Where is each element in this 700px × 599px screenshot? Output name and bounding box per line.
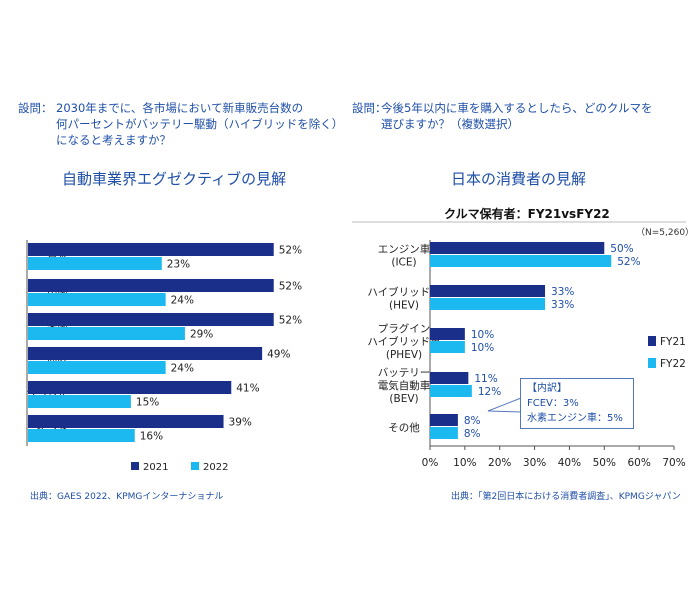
data-label: 33%: [551, 286, 574, 298]
left-chart-title: 自動車業界エグゼクティブの見解: [62, 170, 287, 188]
left-source: 出典：GAES 2022、KPMGインターナショナル: [30, 492, 224, 502]
left-question-line: 2030年までに、各市場において新車販売台数の: [56, 101, 304, 115]
bar-2022: [28, 395, 131, 408]
x-tick-label: 70%: [662, 457, 685, 469]
bar-FY22: [430, 255, 612, 267]
callout-line: 水素エンジン車：5%: [527, 413, 623, 424]
data-label: 15%: [136, 397, 159, 409]
data-label: 41%: [236, 383, 259, 395]
legend-swatch-2022: [191, 462, 199, 470]
bar-2022: [28, 327, 185, 340]
right-source: 出典：「第2回日本における消費者調査」、KPMGジャパン: [451, 492, 681, 502]
callout-line: FCEV：3%: [527, 398, 579, 409]
bar-2022: [28, 257, 162, 270]
x-tick-label: 10%: [453, 457, 476, 469]
legend-swatch-FY21: [648, 336, 656, 346]
bar-2021: [28, 243, 274, 256]
category-label: エンジン車: [378, 243, 431, 256]
data-label: 24%: [171, 363, 194, 375]
bar-FY21: [430, 285, 546, 297]
x-tick-label: 0%: [422, 457, 439, 469]
callout-line: 【内訳】: [527, 383, 567, 394]
legend-swatch-2021: [131, 462, 139, 470]
left-question-line: になると考えますか？: [56, 133, 171, 147]
bar-2021: [28, 415, 224, 428]
x-tick-label: 20%: [488, 457, 511, 469]
legend-label: 2022: [203, 462, 228, 473]
right-question-line: 選びますか？（複数選択）: [381, 117, 519, 131]
x-tick-label: 30%: [523, 457, 546, 469]
bar-FY21: [430, 372, 469, 384]
data-label: 12%: [478, 386, 501, 398]
bar-FY21: [430, 328, 465, 340]
bar-2021: [28, 381, 232, 394]
right-chart-subtitle: クルマ保有者：FY21vsFY22: [444, 207, 610, 221]
bar-FY21: [430, 414, 458, 426]
data-label: 16%: [140, 431, 163, 443]
bar-FY22: [430, 427, 458, 439]
data-label: 10%: [471, 342, 494, 354]
data-label: 8%: [464, 415, 481, 427]
data-label: 39%: [229, 417, 252, 429]
legend-label: 2021: [143, 462, 168, 473]
data-label: 52%: [279, 245, 302, 257]
bar-2021: [28, 347, 263, 360]
category-label: バッテリー: [378, 367, 431, 379]
data-label: 8%: [464, 428, 481, 440]
category-label: (ICE): [391, 257, 416, 269]
bar-2021: [28, 279, 274, 292]
category-label: (HEV): [389, 300, 419, 312]
bar-2022: [28, 361, 166, 374]
x-tick-label: 40%: [558, 457, 581, 469]
category-label: ハイブリッド車: [367, 335, 440, 348]
data-label: 33%: [551, 299, 574, 311]
bar-2022: [28, 429, 135, 442]
bar-FY21: [430, 242, 605, 254]
bar-FY22: [430, 385, 472, 397]
category-label: その他: [388, 421, 420, 434]
data-label: 50%: [610, 243, 633, 255]
callout-pointer: [487, 397, 522, 413]
left-question-prefix: 設問：: [18, 101, 53, 115]
right-question-prefix: 設問：: [352, 101, 387, 115]
bar-2021: [28, 313, 274, 326]
data-label: 52%: [279, 281, 302, 293]
category-label: 電気自動車: [378, 379, 431, 392]
right-question-line: 今後5年以内に車を購入するとしたら、どのクルマを: [381, 101, 653, 115]
bar-FY22: [430, 298, 546, 310]
bar-FY22: [430, 341, 465, 353]
x-tick-label: 50%: [593, 457, 616, 469]
data-label: 23%: [167, 259, 190, 271]
data-label: 10%: [471, 329, 494, 341]
category-label: (BEV): [389, 393, 418, 405]
x-tick-label: 60%: [627, 457, 650, 469]
data-label: 49%: [267, 349, 290, 361]
right-chart-title: 日本の消費者の見解: [451, 170, 587, 188]
legend-label: FY21: [660, 336, 686, 348]
bev-breakdown-callout: 【内訳】 FCEV：3% 水素エンジン車：5%: [520, 378, 634, 429]
category-label: (PHEV): [386, 349, 422, 361]
legend-label: FY22: [660, 358, 686, 370]
data-label: 29%: [190, 329, 213, 341]
category-label: ハイブリッド車: [367, 286, 440, 299]
left-question-line: 何パーセントがバッテリー駆動（ハイブリッドを除く）: [56, 117, 344, 131]
category-label: プラグイン: [378, 322, 431, 335]
data-label: 11%: [474, 373, 497, 385]
data-label: 52%: [279, 315, 302, 327]
bar-2022: [28, 293, 166, 306]
data-label: 52%: [617, 256, 640, 268]
sample-size-note: （N=5,260）: [636, 228, 695, 238]
data-label: 24%: [171, 295, 194, 307]
legend-swatch-FY22: [648, 358, 656, 368]
